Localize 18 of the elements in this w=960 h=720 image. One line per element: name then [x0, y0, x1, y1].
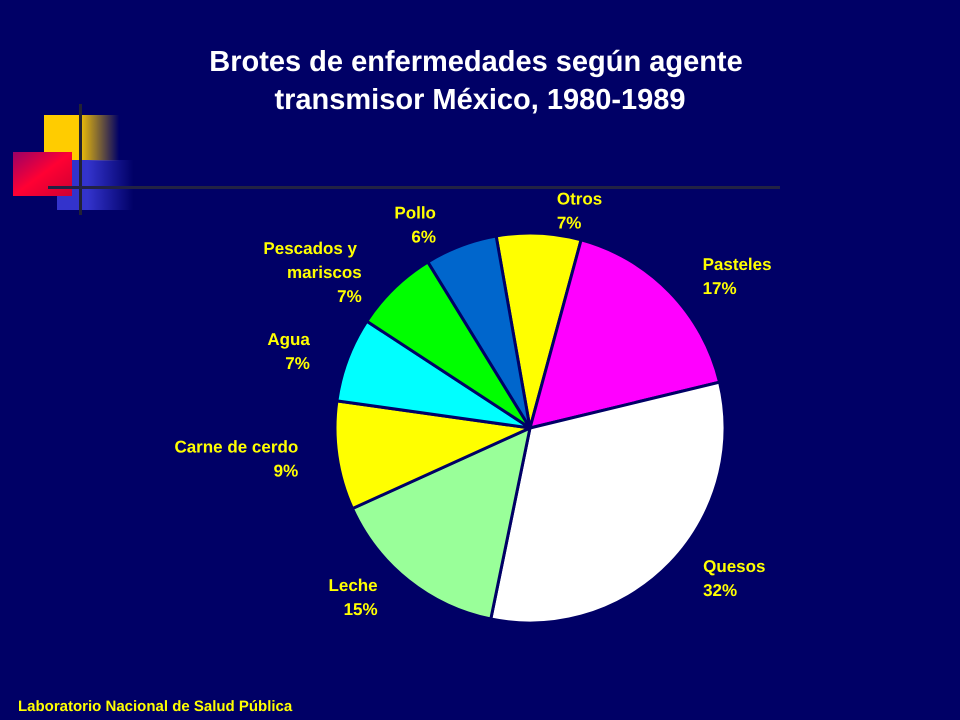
data-label: 9% — [274, 461, 298, 480]
slice-label: Quesos — [703, 557, 766, 576]
data-label: 7% — [556, 214, 582, 233]
slice-label: Otros — [556, 190, 602, 209]
slice-label: Carne de cerdo — [174, 437, 298, 456]
chart-title: Brotes de enfermedades según agente transmisor México, 1980-1989 — [209, 46, 751, 116]
data-label: 7% — [285, 354, 310, 374]
slice-label: Leche — [328, 576, 378, 596]
slice-label: Pollo — [394, 204, 436, 223]
data-label: 32% — [703, 581, 738, 600]
text: Laboratorio Nacional de Salud Pública — [18, 698, 293, 715]
data-label: 7% — [337, 286, 362, 306]
data-label: 6% — [411, 228, 436, 247]
slice-label: Pasteles — [702, 255, 772, 274]
data-label: 15% — [344, 600, 378, 620]
data-label: 17% — [702, 279, 737, 298]
slice-label: Agua — [267, 330, 310, 350]
slice-label: Pescados y mariscos — [263, 238, 362, 282]
